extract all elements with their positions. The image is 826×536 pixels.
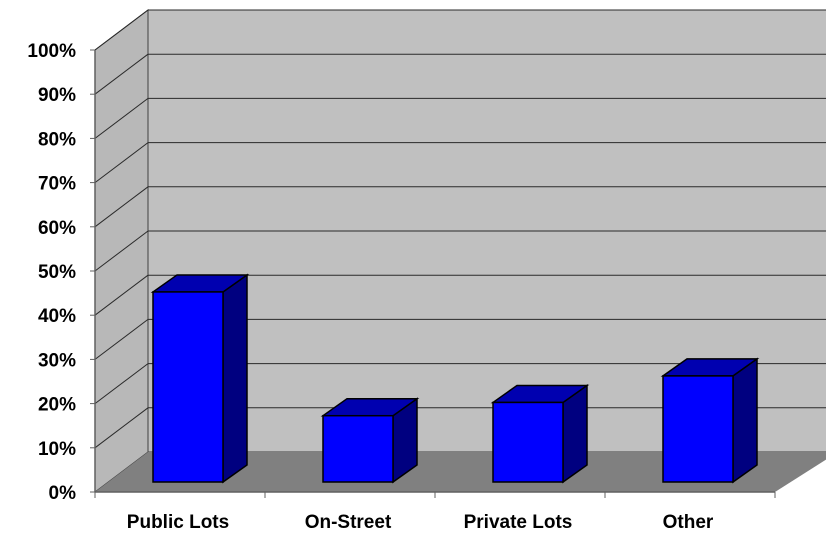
bar-front bbox=[662, 375, 734, 483]
axes bbox=[90, 49, 776, 498]
bar-side bbox=[732, 357, 758, 484]
y-tick-label: 50% bbox=[38, 262, 76, 283]
side-gridline bbox=[94, 9, 149, 51]
side-gridline bbox=[94, 319, 149, 360]
side-gridline bbox=[94, 363, 149, 404]
bar bbox=[320, 397, 420, 484]
bar bbox=[150, 273, 250, 484]
y-tick-label: 60% bbox=[38, 218, 76, 239]
y-tick-label: 20% bbox=[38, 395, 76, 416]
y-tick-label: 80% bbox=[38, 129, 76, 150]
x-category-label: Public Lots bbox=[127, 512, 229, 533]
side-gridline bbox=[94, 186, 149, 228]
y-tick-label: 40% bbox=[38, 306, 76, 327]
bar-side bbox=[222, 273, 248, 484]
side-gridline bbox=[94, 53, 149, 95]
x-axis-category-labels: Public Lots On-Street Private Lots Other bbox=[127, 512, 714, 533]
y-tick-label: 100% bbox=[27, 41, 76, 62]
bar bbox=[660, 357, 760, 484]
y-tick-label: 10% bbox=[38, 439, 76, 460]
y-tick-label: 90% bbox=[38, 85, 76, 106]
floor bbox=[95, 452, 826, 492]
bar bbox=[490, 383, 590, 484]
bars bbox=[150, 273, 760, 484]
side-gridline bbox=[94, 98, 149, 139]
y-axis-tick-labels: 0% 10% 20% 30% 40% 50% 60% 70% 80% 90% 100% bbox=[27, 41, 76, 504]
gridlines bbox=[94, 9, 826, 449]
bar-front bbox=[152, 291, 224, 483]
side-gridline bbox=[94, 407, 149, 449]
side-gridline bbox=[94, 274, 149, 316]
side-gridline bbox=[94, 230, 149, 272]
side-gridline bbox=[94, 142, 149, 183]
x-category-label: Other bbox=[663, 512, 714, 533]
y-tick-label: 70% bbox=[38, 174, 76, 195]
x-category-label: Private Lots bbox=[464, 512, 573, 533]
y-tick-label: 0% bbox=[49, 483, 77, 504]
x-category-label: On-Street bbox=[305, 512, 392, 533]
bar-front bbox=[322, 414, 394, 483]
y-tick-label: 30% bbox=[38, 350, 76, 371]
bar-front bbox=[492, 401, 564, 483]
